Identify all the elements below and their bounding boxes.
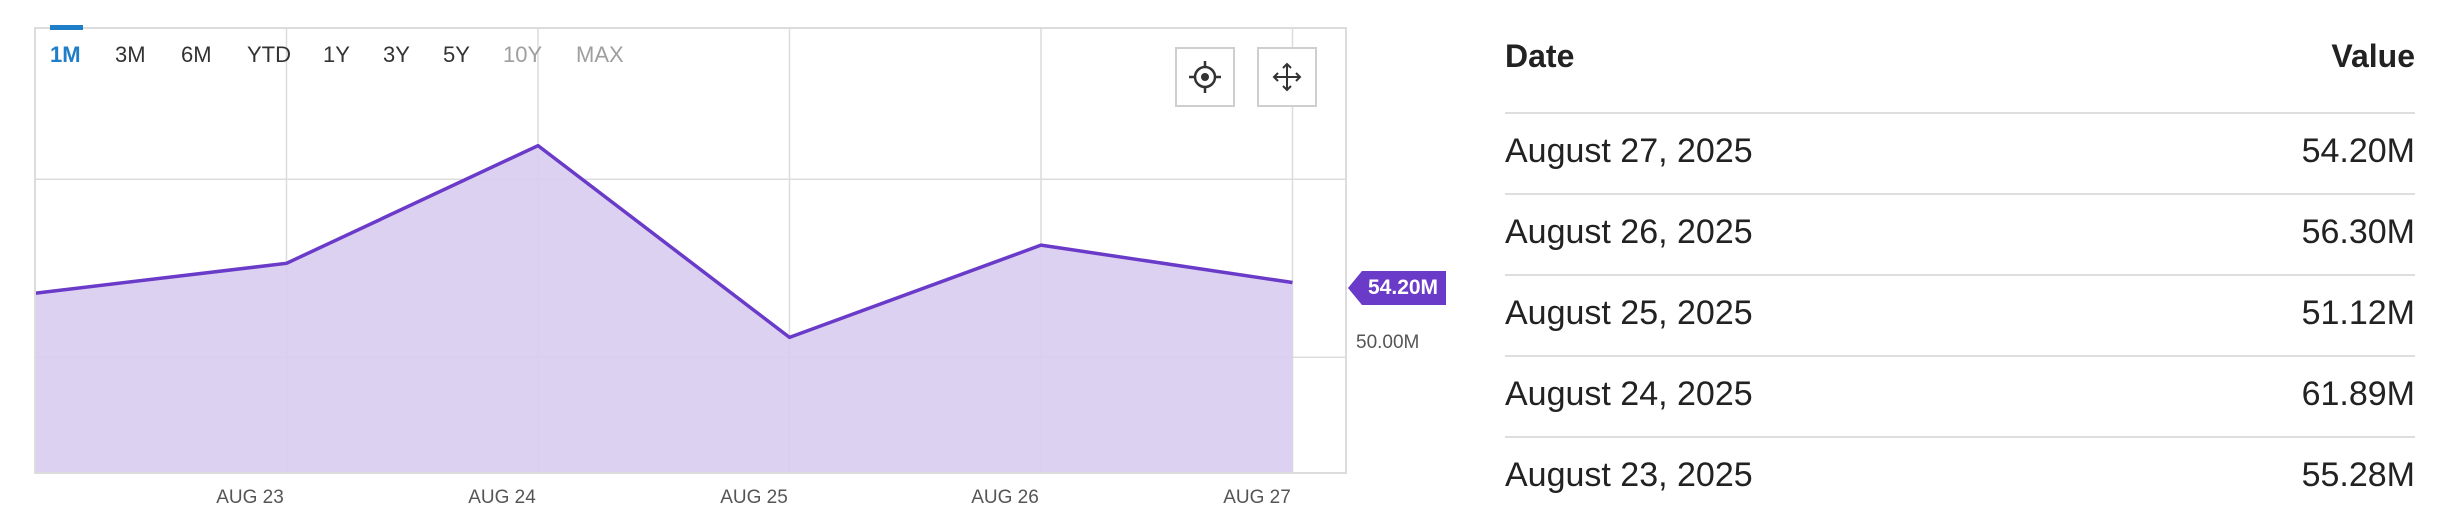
range-ytd-button[interactable]: YTD — [247, 42, 291, 67]
range-10y-button[interactable]: 10Y — [503, 42, 543, 67]
x-tick-label: AUG 26 — [971, 487, 1039, 508]
row-value: 55.28M — [2301, 456, 2415, 494]
row-value: 54.20M — [2301, 132, 2415, 170]
row-date: August 27, 2025 — [1505, 132, 1753, 170]
data-table: Date Value August 27, 2025 54.20M August… — [1505, 0, 2415, 514]
move-icon — [1272, 62, 1302, 92]
crosshair-button[interactable] — [1175, 47, 1235, 107]
crosshair-icon — [1189, 61, 1221, 93]
range-max-button[interactable]: MAX — [576, 42, 624, 67]
y-tick-label: 50.00M — [1356, 332, 1420, 353]
table-row: August 23, 2025 55.28M — [1505, 436, 2415, 519]
table-row: August 24, 2025 61.89M — [1505, 355, 2415, 438]
row-value: 51.12M — [2301, 294, 2415, 332]
range-1m-button[interactable]: 1M — [50, 42, 81, 67]
area-chart — [34, 27, 1347, 474]
date-column-header: Date — [1505, 38, 1575, 74]
row-date: August 26, 2025 — [1505, 213, 1753, 251]
row-date: August 25, 2025 — [1505, 294, 1753, 332]
last-value-badge: 54.20M — [1347, 271, 1447, 305]
chart-panel: 1M 3M 6M YTD 1Y 3Y 5Y 10Y MAX AUG 23 AUG… — [34, 25, 1447, 508]
x-tick-label: AUG 25 — [720, 487, 788, 508]
range-6m-button[interactable]: 6M — [181, 42, 212, 67]
row-value: 56.30M — [2301, 213, 2415, 251]
x-tick-label: AUG 27 — [1223, 487, 1291, 508]
table-row: August 25, 2025 51.12M — [1505, 274, 2415, 357]
series-area — [35, 145, 1293, 473]
series-line — [34, 143, 1293, 340]
x-tick-label: AUG 23 — [216, 487, 284, 508]
value-column-header: Value — [2331, 38, 2415, 74]
table-row: August 27, 2025 54.20M — [1505, 112, 2415, 195]
table-row: August 26, 2025 56.30M — [1505, 193, 2415, 276]
row-value: 61.89M — [2301, 375, 2415, 413]
range-1y-button[interactable]: 1Y — [323, 42, 350, 67]
range-3y-button[interactable]: 3Y — [383, 42, 410, 67]
plot-border — [34, 27, 1347, 474]
move-button[interactable] — [1257, 47, 1317, 107]
active-range-indicator — [50, 25, 83, 30]
range-5y-button[interactable]: 5Y — [443, 42, 470, 67]
row-date: August 24, 2025 — [1505, 375, 1753, 413]
row-date: August 23, 2025 — [1505, 456, 1753, 494]
range-3m-button[interactable]: 3M — [115, 42, 146, 67]
x-tick-label: AUG 24 — [468, 487, 536, 508]
